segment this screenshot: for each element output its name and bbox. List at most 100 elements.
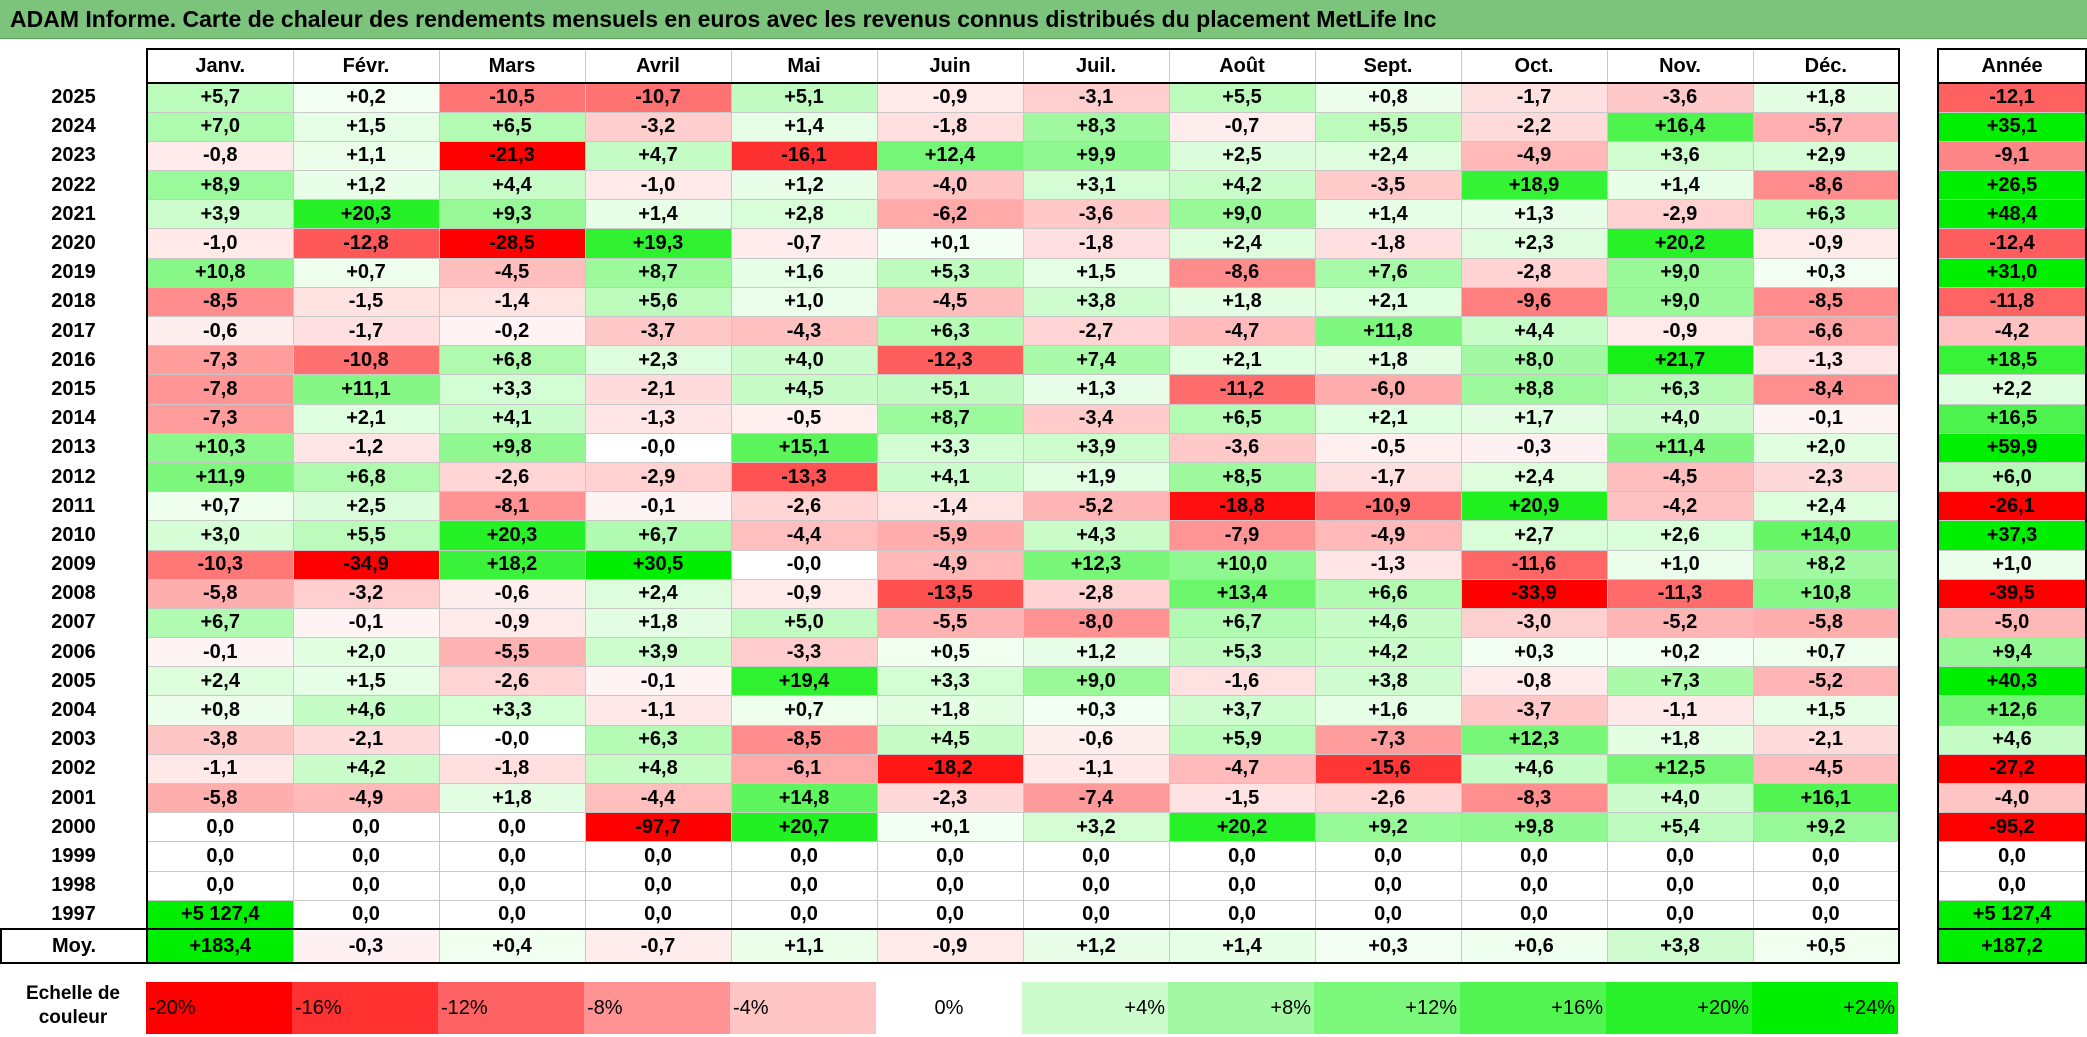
heatmap-cell: -4,5 xyxy=(438,257,586,288)
heatmap-cell: -0,1 xyxy=(146,637,294,668)
heatmap-cell: -0,7 xyxy=(730,228,878,259)
heatmap-cell: +3,8 xyxy=(1022,286,1170,318)
heatmap-cell: +1,4 xyxy=(584,199,732,230)
heatmap-cell: -21,3 xyxy=(438,140,586,172)
heatmap-cell: +5,3 xyxy=(876,257,1024,288)
heatmap-cell: -5,5 xyxy=(876,607,1024,639)
year-label: 2009 xyxy=(51,553,96,576)
heatmap-cell: 0,0 xyxy=(1460,870,1608,901)
annual-cell: -12,4 xyxy=(1937,228,2087,259)
heatmap-cell: +13,4 xyxy=(1168,578,1316,609)
annual-cell: +31,0 xyxy=(1937,257,2087,288)
year-row: 2002 -1,1 +4,2 -1,8 +4,8 -6,1 -18,2 -1,1 -4,7 -15… xyxy=(1,753,1900,785)
heatmap-cell: -6,6 xyxy=(1752,315,1900,347)
year-row: 1999 0,0 0,0 0,0 0,0 0,0 0,0 0,0 0,0 0,0 0,0 0,0 0,0 xyxy=(1,841,1900,872)
heatmap-cell: 0,0 xyxy=(1022,899,1170,931)
heatmap-cell: +0,7 xyxy=(146,491,294,522)
year-label: 2011 xyxy=(51,494,96,517)
heatmap-cell: +0,7 xyxy=(292,257,440,288)
heatmap-cell: +1,0 xyxy=(1606,549,1754,580)
year-label: 2005 xyxy=(51,669,96,692)
heatmap-cell: -3,7 xyxy=(584,315,732,347)
heatmap-cell: -1,4 xyxy=(876,491,1024,522)
heatmap-cell: -34,9 xyxy=(292,549,440,580)
year-label: 2004 xyxy=(51,699,96,722)
heatmap-cell: 0,0 xyxy=(1314,899,1462,931)
heatmap-cell: -3,3 xyxy=(730,637,878,668)
heatmap-cell: +6,3 xyxy=(876,315,1024,347)
heatmap-cell: +1,4 xyxy=(1606,170,1754,201)
heatmap-cell: +20,2 xyxy=(1168,812,1316,843)
heatmap-cell: -0,6 xyxy=(146,315,294,347)
heatmap-cell: -3,0 xyxy=(1460,607,1608,639)
month-header: Févr. xyxy=(292,48,440,84)
annual-cell: +9,4 xyxy=(1937,637,2087,668)
heatmap-cell: +20,9 xyxy=(1460,491,1608,522)
year-label: 2000 xyxy=(51,815,96,838)
heatmap-cell: -3,4 xyxy=(1022,403,1170,434)
heatmap-cell: +2,4 xyxy=(1168,228,1316,259)
heatmap-cell: +5,5 xyxy=(292,520,440,551)
heatmap-cell: -1,0 xyxy=(584,170,732,201)
heatmap-cell: +8,7 xyxy=(584,257,732,288)
heatmap-cell: +4,1 xyxy=(438,403,586,434)
heatmap-cell: +4,5 xyxy=(730,374,878,405)
heatmap-cell: +6,7 xyxy=(584,520,732,551)
heatmap-cell: +14,8 xyxy=(730,782,878,814)
heatmap-cell: -1,3 xyxy=(1752,345,1900,376)
average-cell: +3,8 xyxy=(1606,928,1754,965)
year-row: 2017 -0,6 -1,7 -0,2 -3,7 -4,3 +6,3 -2,7 -4,7 +11,… xyxy=(1,315,1900,347)
heatmap-cell: +1,6 xyxy=(730,257,878,288)
year-label: 2018 xyxy=(51,290,96,313)
heatmap-cell: -1,0 xyxy=(146,228,294,259)
annual-cell: +35,1 xyxy=(1937,111,2087,142)
average-label: Moy. xyxy=(0,928,148,965)
heatmap-cell: +4,2 xyxy=(1314,637,1462,668)
heatmap-cell: +1,3 xyxy=(1022,374,1170,405)
annual-cell: -9,1 xyxy=(1937,140,2087,172)
heatmap-cell: -5,8 xyxy=(146,782,294,814)
year-label: 2015 xyxy=(51,377,96,400)
heatmap-cell: -8,6 xyxy=(1752,170,1900,201)
annual-cell: -4,0 xyxy=(1937,782,2087,814)
heatmap-cell: 0,0 xyxy=(292,812,440,843)
heatmap-cell: +3,0 xyxy=(146,520,294,551)
heatmap-cell: -11,2 xyxy=(1168,374,1316,405)
color-scale-swatch: +20% xyxy=(1606,982,1752,1034)
heatmap-cell: -4,5 xyxy=(876,286,1024,318)
heatmap-cell: -4,9 xyxy=(1314,520,1462,551)
heatmap-cell: -2,3 xyxy=(1752,461,1900,493)
heatmap-cell: +2,5 xyxy=(1168,140,1316,172)
heatmap-cell: 0,0 xyxy=(438,899,586,931)
year-row: 2018 -8,5 -1,5 -1,4 +5,6 +1,0 -4,5 +3,8 +1,8 +2,1… xyxy=(1,286,1900,318)
heatmap-cell: -13,5 xyxy=(876,578,1024,609)
heatmap-cell: -1,1 xyxy=(1022,753,1170,785)
heatmap-cell: +16,4 xyxy=(1606,111,1754,142)
heatmap-cell: +6,3 xyxy=(584,724,732,755)
heatmap-cell: -2,6 xyxy=(438,666,586,697)
heatmap-cell: 0,0 xyxy=(1168,899,1316,931)
annual-average-cell: +187,2 xyxy=(1937,928,2087,965)
heatmap-cell: 0,0 xyxy=(146,870,294,901)
heatmap-cell: +1,5 xyxy=(1752,695,1900,726)
heatmap-cell: +0,1 xyxy=(876,812,1024,843)
heatmap-cell: 0,0 xyxy=(292,870,440,901)
heatmap-cell: +5,5 xyxy=(1168,82,1316,113)
heatmap-cell: +2,3 xyxy=(584,345,732,376)
year-row: 2021 +3,9 +20,3 +9,3 +1,4 +2,8 -6,2 -3,6 +9,0 +1,… xyxy=(1,199,1900,230)
heatmap-cell: -3,2 xyxy=(292,578,440,609)
heatmap-cell: +3,3 xyxy=(876,432,1024,463)
heatmap-cell: -1,3 xyxy=(584,403,732,434)
heatmap-cell: +5,9 xyxy=(1168,724,1316,755)
heatmap-cell: +14,0 xyxy=(1752,520,1900,551)
year-row: 2009 -10,3 -34,9 +18,2 +30,5 -0,0 -4,9 +12,3 +10… xyxy=(1,549,1900,580)
heatmap-cell: -3,6 xyxy=(1022,199,1170,230)
year-label: 2003 xyxy=(51,728,96,751)
heatmap-cell: -5,8 xyxy=(146,578,294,609)
month-header: Juin xyxy=(876,48,1024,84)
year-label: 2021 xyxy=(51,202,96,225)
heatmap-cell: -0,9 xyxy=(1752,228,1900,259)
heatmap-cell: +18,2 xyxy=(438,549,586,580)
heatmap-cell: +19,4 xyxy=(730,666,878,697)
average-cell: +1,1 xyxy=(730,928,878,965)
